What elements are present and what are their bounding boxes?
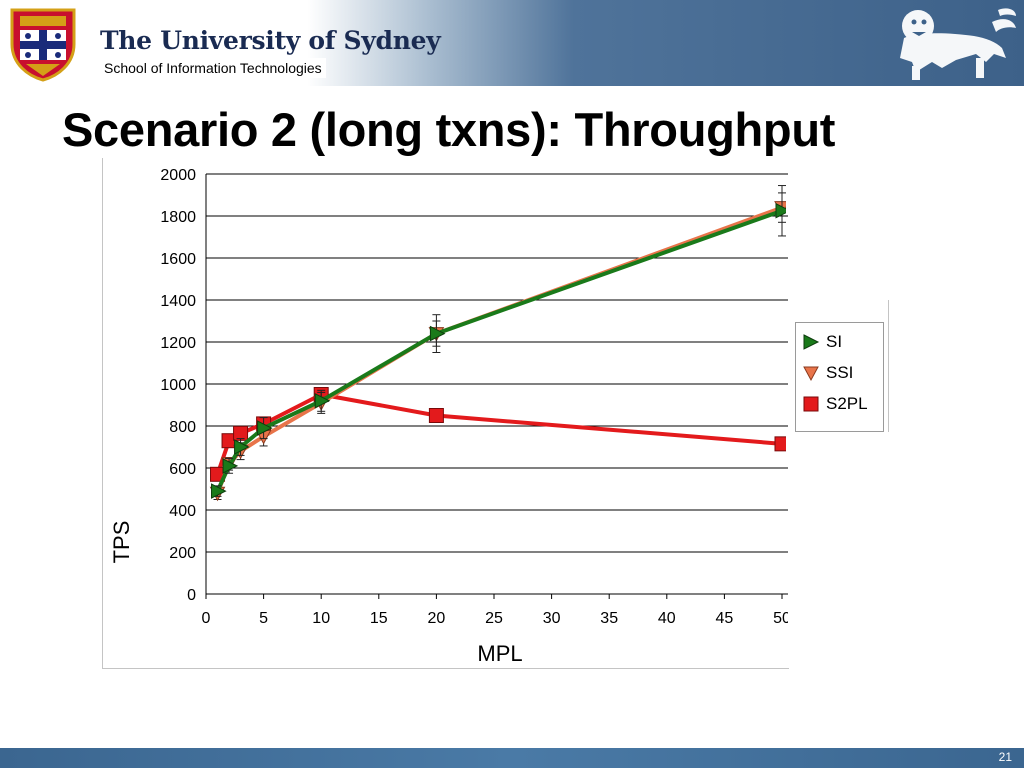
y-tick-label: 1000 [160,377,196,394]
x-axis-label: MPL [477,641,522,666]
legend-label-ssi: SSI [826,363,854,382]
y-tick-label: 1400 [160,293,196,310]
y-axis-label: TPS [109,521,134,564]
data-point-si [257,420,273,436]
x-tick-label: 40 [658,610,676,627]
y-tick-label: 600 [169,461,196,478]
chart-series [209,185,786,502]
triangle-down-icon [803,366,819,382]
x-tick-label: 25 [485,610,503,627]
chart-grid [206,173,788,595]
x-tick-label: 15 [370,610,388,627]
data-point-s2pl [428,408,444,423]
school-name: School of Information Technologies [100,58,326,78]
data-point-s2pl [774,436,786,452]
data-point-si [429,325,446,342]
legend-label-s2pl: S2PL [826,394,868,413]
y-tick-label: 0 [187,587,196,604]
x-tick-label: 5 [259,610,268,627]
legend-item-ssi: SSI [802,362,853,384]
y-tick-label: 1200 [160,335,196,352]
series-line-s2pl [215,392,783,475]
series-si [211,185,786,499]
legend-item-s2pl: S2PL [802,393,868,415]
x-tick-label: 0 [202,610,211,627]
x-tick-label: 10 [312,610,330,627]
x-tick-label: 30 [543,610,561,627]
series-s2pl [210,387,786,482]
x-tick-label: 50 [773,610,788,627]
y-tick-label: 200 [169,545,196,562]
x-tick-label: 45 [716,610,734,627]
data-point-si [234,439,250,455]
series-line-ssi [215,205,783,494]
slide-header: The University of Sydney School of Infor… [0,0,1024,86]
chart-frame [102,158,789,669]
legend-label-si: SI [826,332,843,351]
triangle-right-icon [803,334,820,350]
y-tick-label: 1600 [160,251,196,268]
chart-axes: 0 200 400 600 800 1000 1200 1400 1600 1800 2000 0 5 1… [160,167,788,627]
slide-title: Scenario 2 (long txns): Throughput [62,103,836,156]
chart-legend: SI SSI S2PL [795,322,884,432]
square-icon [803,396,819,412]
data-point-si [211,483,227,499]
page-number: 21 [998,750,1012,764]
lion-emblem-icon [900,8,1016,80]
series-line-si [215,208,783,492]
legend-item-si: SI [802,331,842,353]
y-tick-label: 1800 [160,209,196,226]
university-name: The University of Sydney [100,26,441,55]
throughput-chart: 0 200 400 600 800 1000 1200 1400 1600 1800 2000 0 5 1… [109,167,788,666]
x-tick-label: 20 [428,610,446,627]
slide-footer: 21 [0,748,1024,768]
legend-frame-edge [888,300,889,432]
y-tick-label: 2000 [160,167,196,184]
y-tick-label: 400 [169,503,196,520]
data-point-si [222,458,239,474]
university-crest-icon [10,8,76,82]
x-tick-label: 35 [600,610,618,627]
y-tick-label: 800 [169,419,196,436]
data-point-si [314,392,331,409]
data-point-si [775,202,786,219]
